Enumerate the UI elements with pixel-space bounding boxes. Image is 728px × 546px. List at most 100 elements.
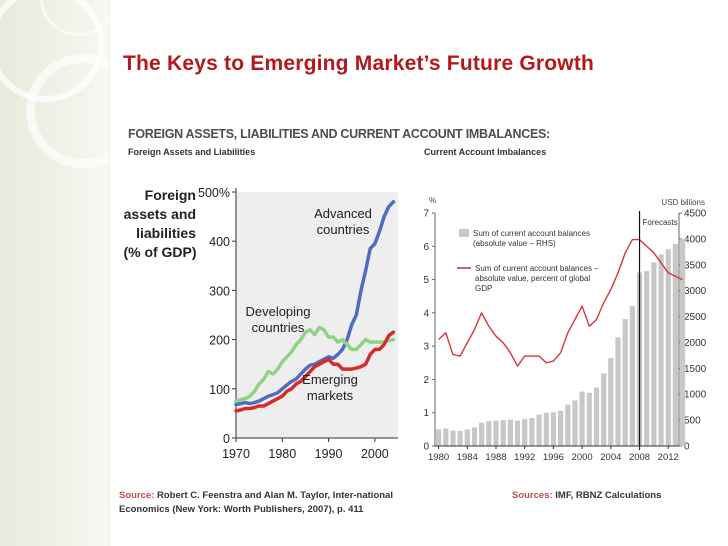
bar	[672, 244, 678, 446]
source-right: Sources: IMF, RBNZ Calculations	[512, 489, 661, 503]
y-tick-label: 100	[209, 383, 230, 397]
bar	[558, 410, 564, 446]
source-right-label: Sources:	[512, 490, 553, 501]
x-tick-label: 2012	[658, 452, 679, 463]
x-tick-label: 1992	[514, 452, 535, 463]
bar	[500, 420, 506, 446]
annotation-label: Developing	[245, 304, 310, 319]
bar	[608, 358, 614, 446]
annotation-label: Advanced	[314, 206, 372, 221]
x-tick-label: 2004	[600, 452, 621, 463]
y-left-tick-label: 6	[423, 242, 429, 253]
legend-line-label: absolute value, percent of global	[475, 274, 590, 283]
series-line-developing-countries	[234, 325, 396, 403]
y-tick-label: 300	[209, 284, 230, 298]
bar	[572, 400, 578, 446]
y-tick-label: 500%	[198, 186, 230, 200]
bar	[601, 373, 607, 446]
y-left-tick-label: 4	[423, 308, 429, 319]
slide-title: The Keys to Emerging Market’s Future Gro…	[123, 52, 595, 75]
source-left: Source: Robert C. Feenstra and Alan M. T…	[119, 489, 409, 517]
x-tick-label: 1984	[457, 452, 478, 463]
y-left-tick-label: 5	[423, 275, 429, 286]
bar	[579, 391, 585, 446]
bar	[450, 430, 456, 446]
x-tick-label: 1980	[428, 452, 449, 463]
decorative-side-band	[0, 0, 140, 546]
bar	[443, 428, 449, 446]
current-account-chart: % USD billions 0 1 2 3 4 5 6 7 0 500 1000 1500 2000 250…	[423, 196, 707, 463]
chart-title-line: (% of GDP)	[123, 244, 196, 260]
bar	[522, 419, 528, 446]
chart-title-line: Foreign	[145, 187, 196, 203]
series-line-emerging-markets	[234, 330, 396, 413]
right-chart-caption: Current Account Imbalances	[424, 147, 547, 157]
legend-bar-label: (absolute value – RHS)	[473, 239, 556, 248]
slide-subtitle: FOREIGN ASSETS, LIABILITIES AND CURRENT …	[128, 127, 550, 141]
y-left-unit: %	[429, 196, 436, 205]
ca-percent-line	[438, 238, 683, 367]
decorative-ring	[26, 54, 140, 168]
bar	[680, 238, 686, 446]
bar	[457, 431, 463, 446]
x-tick-label: 1990	[315, 447, 343, 461]
annotation-label: countries	[252, 320, 305, 335]
bar	[658, 254, 664, 446]
source-right-text: IMF, RBNZ Calculations	[555, 490, 662, 501]
y-tick-label: 400	[209, 235, 230, 249]
y-right-tick-label: 4000	[684, 234, 707, 245]
y-left-tick-label: 2	[423, 375, 429, 386]
bar	[651, 262, 657, 446]
legend-bar-label: Sum of current account balances	[473, 229, 590, 238]
y-left-tick-label: 0	[423, 442, 429, 453]
bar	[486, 421, 492, 446]
bar	[471, 427, 478, 446]
x-tick-label: 2000	[572, 452, 593, 463]
bar	[464, 429, 470, 446]
y-right-tick-label: 1000	[684, 390, 707, 401]
bar	[543, 412, 549, 446]
annotation-label: markets	[307, 388, 354, 403]
bar	[586, 392, 592, 446]
bar	[629, 306, 635, 446]
y-left-tick-label: 3	[423, 342, 429, 353]
legend-line-label: GDP	[475, 284, 492, 293]
y-right-tick-label: 4500	[684, 209, 707, 220]
x-tick-label: 1980	[268, 447, 296, 461]
y-right-tick-label: 500	[684, 416, 701, 427]
legend-line-label: Sum of current account balances –	[475, 264, 599, 273]
x-tick-label: 1996	[543, 452, 564, 463]
bar	[514, 420, 521, 446]
bar	[593, 387, 600, 446]
bar	[644, 271, 650, 446]
bar	[536, 414, 542, 446]
chart-title-line: assets and	[124, 206, 196, 222]
x-tick-label: 2008	[629, 452, 650, 463]
y-right-tick-label: 0	[684, 442, 690, 453]
bar	[550, 412, 556, 446]
x-tick-label: 2000	[361, 447, 389, 461]
y-right-tick-label: 2500	[684, 312, 707, 323]
bar	[479, 422, 485, 446]
bar	[507, 419, 513, 446]
bar	[622, 319, 628, 446]
forecast-label: Forecasts	[643, 218, 678, 227]
left-chart-caption: Foreign Assets and Liabilities	[128, 147, 256, 157]
divider-rule	[108, 0, 110, 546]
bar	[615, 337, 621, 446]
x-tick-label: 1970	[222, 447, 250, 461]
source-left-label: Source:	[119, 490, 155, 501]
y-left-tick-label: 7	[423, 209, 429, 220]
y-tick-label: 0	[223, 432, 230, 446]
source-left-text: Robert C. Feenstra and Alan M. Taylor, I…	[119, 490, 393, 515]
y-left-tick-label: 1	[423, 408, 429, 419]
y-tick-label: 200	[209, 334, 230, 348]
bar	[565, 404, 571, 446]
y-right-unit: USD billions	[661, 198, 705, 207]
bar	[529, 418, 535, 446]
y-right-tick-label: 3000	[684, 286, 707, 297]
y-right-tick-label: 3500	[684, 260, 707, 271]
plot-background	[434, 212, 680, 447]
